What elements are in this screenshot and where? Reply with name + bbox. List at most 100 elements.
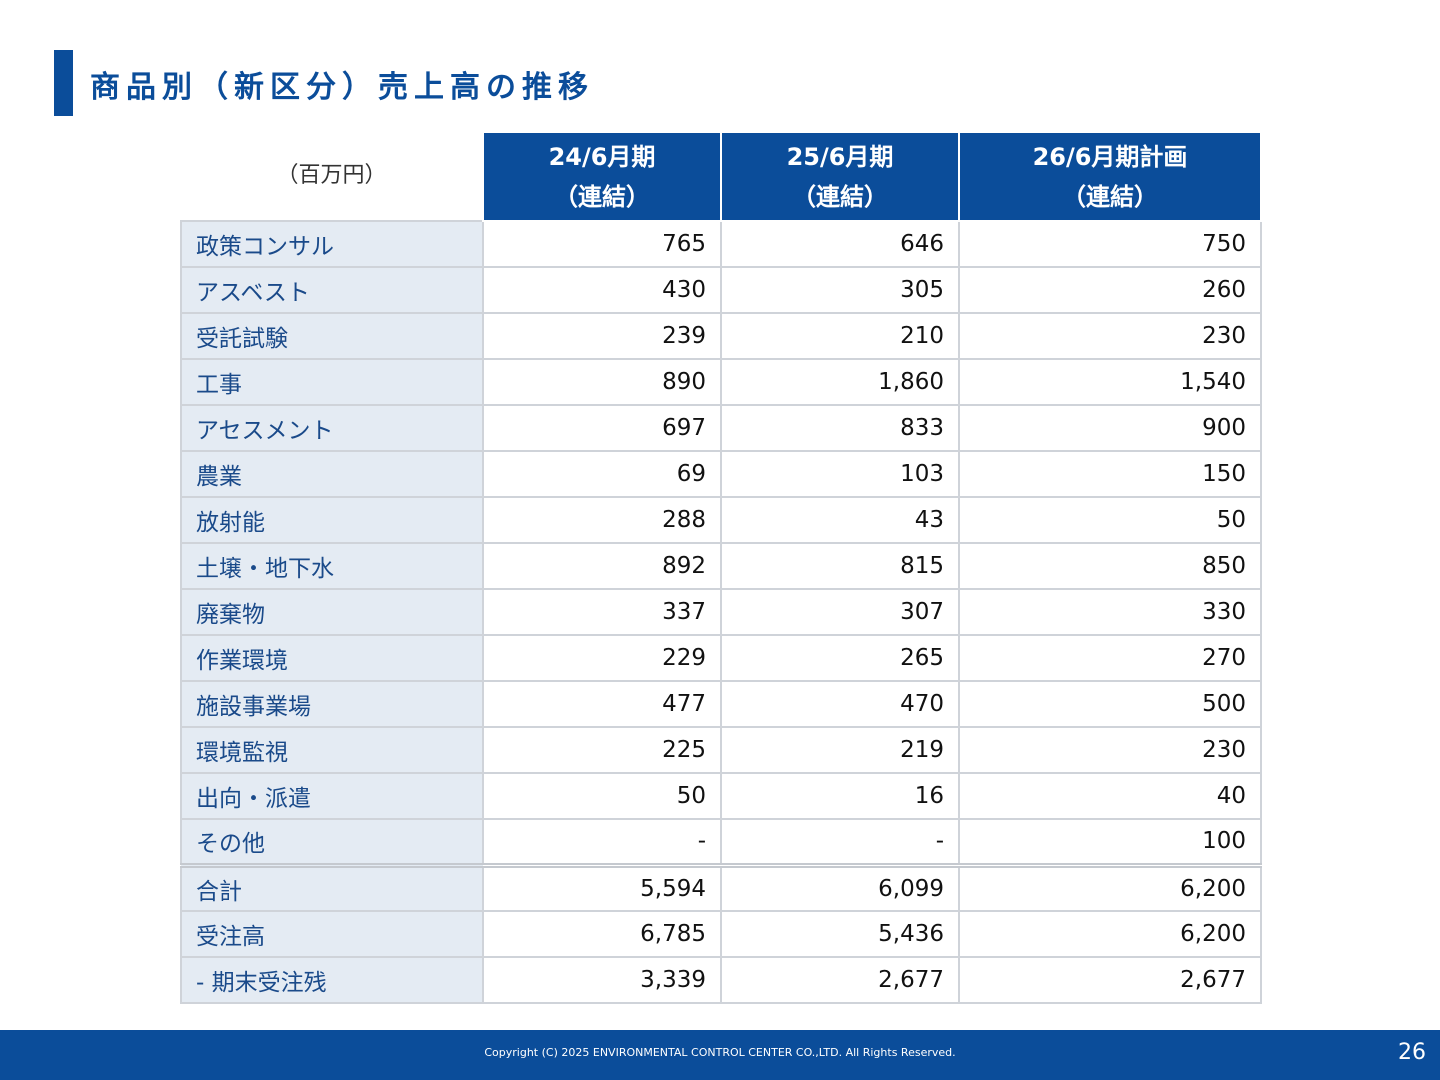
- table-row: 環境監視 225 219 230: [180, 726, 1262, 774]
- value-cell: 850: [958, 542, 1262, 590]
- title-accent-bar: [54, 50, 73, 116]
- column-period: 24/6月期: [548, 142, 656, 171]
- value-cell: 1,860: [720, 358, 960, 406]
- table-row: 農業 69 103 150: [180, 450, 1262, 498]
- column-basis: （連結）: [1062, 182, 1158, 211]
- value-cell: 750: [958, 220, 1262, 268]
- value-cell: 43: [720, 496, 960, 544]
- value-cell: 230: [958, 312, 1262, 360]
- value-cell: 103: [720, 450, 960, 498]
- value-cell: 69: [482, 450, 722, 498]
- column-period: 26/6月期計画: [1032, 142, 1188, 171]
- table-row: 受託試験 239 210 230: [180, 312, 1262, 360]
- row-label: 環境監視: [180, 726, 484, 774]
- table-row: 出向・派遣 50 16 40: [180, 772, 1262, 820]
- value-cell: 50: [482, 772, 722, 820]
- table-row: アスベスト 430 305 260: [180, 266, 1262, 314]
- value-cell: -: [720, 818, 960, 866]
- row-label: 出向・派遣: [180, 772, 484, 820]
- value-cell: 307: [720, 588, 960, 636]
- row-label: 土壌・地下水: [180, 542, 484, 590]
- table-row: 施設事業場 477 470 500: [180, 680, 1262, 728]
- value-cell: 210: [720, 312, 960, 360]
- row-label: 工事: [180, 358, 484, 406]
- column-basis: （連結）: [792, 182, 888, 211]
- row-label: 施設事業場: [180, 680, 484, 728]
- unit-label: （百万円）: [181, 132, 483, 221]
- row-label: 作業環境: [180, 634, 484, 682]
- value-cell: 646: [720, 220, 960, 268]
- value-cell: 5,594: [482, 862, 722, 912]
- column-header-fy24: 24/6月期 （連結）: [482, 131, 722, 222]
- value-cell: 477: [482, 680, 722, 728]
- value-cell: -: [482, 818, 722, 866]
- value-cell: 219: [720, 726, 960, 774]
- row-label: アセスメント: [180, 404, 484, 452]
- value-cell: 225: [482, 726, 722, 774]
- sales-by-product-table: （百万円） 24/6月期 （連結） 25/6月期 （連結） 26/6月期計画 （…: [180, 131, 1262, 1004]
- value-cell: 100: [958, 818, 1262, 866]
- value-cell: 50: [958, 496, 1262, 544]
- table-row: 工事 890 1,860 1,540: [180, 358, 1262, 406]
- value-cell: 150: [958, 450, 1262, 498]
- value-cell: 815: [720, 542, 960, 590]
- column-basis: （連結）: [554, 182, 650, 211]
- row-label: 受託試験: [180, 312, 484, 360]
- value-cell: 2,677: [958, 956, 1262, 1004]
- value-cell: 890: [482, 358, 722, 406]
- column-header-fy25: 25/6月期 （連結）: [720, 131, 960, 222]
- value-cell: 2,677: [720, 956, 960, 1004]
- value-cell: 697: [482, 404, 722, 452]
- value-cell: 1,540: [958, 358, 1262, 406]
- table-row: 廃棄物 337 307 330: [180, 588, 1262, 636]
- value-cell: 470: [720, 680, 960, 728]
- column-header-fy26-plan: 26/6月期計画 （連結）: [958, 131, 1262, 222]
- value-cell: 270: [958, 634, 1262, 682]
- value-cell: 6,200: [958, 862, 1262, 912]
- value-cell: 239: [482, 312, 722, 360]
- value-cell: 6,099: [720, 862, 960, 912]
- page-title: 商品別（新区分）売上高の推移: [90, 70, 594, 105]
- value-cell: 330: [958, 588, 1262, 636]
- table-header-row: （百万円） 24/6月期 （連結） 25/6月期 （連結） 26/6月期計画 （…: [181, 131, 1262, 222]
- row-label: 農業: [180, 450, 484, 498]
- row-label: 合計: [180, 862, 484, 912]
- value-cell: 6,785: [482, 910, 722, 958]
- value-cell: 305: [720, 266, 960, 314]
- value-cell: 6,200: [958, 910, 1262, 958]
- footer-bar: Copyright (C) 2025 ENVIRONMENTAL CONTROL…: [0, 1030, 1440, 1080]
- value-cell: 5,436: [720, 910, 960, 958]
- value-cell: 892: [482, 542, 722, 590]
- value-cell: 16: [720, 772, 960, 820]
- table-row: 合計 5,594 6,099 6,200: [180, 862, 1262, 912]
- row-label: 放射能: [180, 496, 484, 544]
- value-cell: 765: [482, 220, 722, 268]
- table-row: 作業環境 229 265 270: [180, 634, 1262, 682]
- table-row: アセスメント 697 833 900: [180, 404, 1262, 452]
- column-period: 25/6月期: [786, 142, 894, 171]
- value-cell: 3,339: [482, 956, 722, 1004]
- value-cell: 265: [720, 634, 960, 682]
- table-row: 放射能 288 43 50: [180, 496, 1262, 544]
- value-cell: 500: [958, 680, 1262, 728]
- copyright-text: Copyright (C) 2025 ENVIRONMENTAL CONTROL…: [484, 1046, 956, 1059]
- row-label: その他: [180, 818, 484, 866]
- row-label: - 期末受注残: [180, 956, 484, 1004]
- row-label: 政策コンサル: [180, 220, 484, 268]
- table-row: - 期末受注残 3,339 2,677 2,677: [180, 956, 1262, 1004]
- table-body: 政策コンサル 765 646 750 アスベスト 430 305 260 受託試験 239 210 2…: [180, 220, 1262, 1004]
- value-cell: 260: [958, 266, 1262, 314]
- table-row: 土壌・地下水 892 815 850: [180, 542, 1262, 590]
- table-row: 政策コンサル 765 646 750: [180, 220, 1262, 268]
- table-row: 受注高 6,785 5,436 6,200: [180, 910, 1262, 958]
- value-cell: 288: [482, 496, 722, 544]
- page-number: 26: [1398, 1040, 1426, 1065]
- value-cell: 40: [958, 772, 1262, 820]
- value-cell: 833: [720, 404, 960, 452]
- value-cell: 229: [482, 634, 722, 682]
- row-label: 廃棄物: [180, 588, 484, 636]
- row-label: アスベスト: [180, 266, 484, 314]
- value-cell: 230: [958, 726, 1262, 774]
- table-row: その他 - -100: [180, 818, 1262, 866]
- value-cell: 337: [482, 588, 722, 636]
